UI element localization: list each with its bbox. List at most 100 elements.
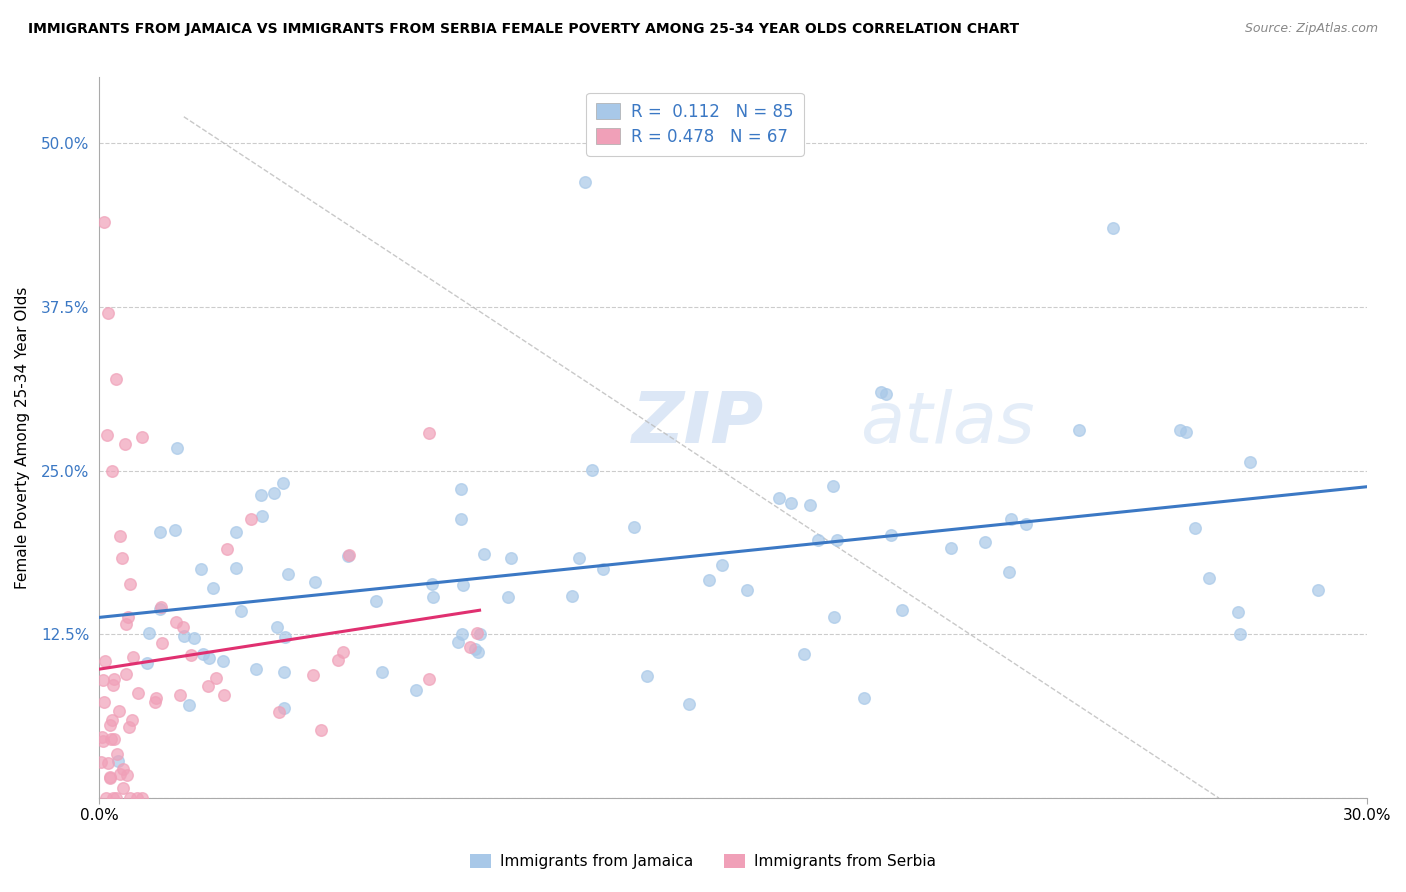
Point (332, 645, 354, 659)
Point (100, 731, 122, 746)
Point (467, 645, 489, 659)
Point (103, 678, 125, 692)
Point (465, 626, 488, 640)
Point (309, 723, 332, 738)
Point (499, 551, 522, 566)
Point (1184, 521, 1206, 535)
Point (875, 387, 897, 401)
Point (420, 577, 443, 591)
Point (418, 425, 440, 440)
Point (239, 512, 262, 526)
Point (111, 550, 134, 565)
Point (104, 791, 127, 805)
Point (250, 488, 273, 502)
Point (94, 791, 117, 805)
Point (183, 631, 205, 645)
Point (422, 590, 444, 604)
Point (165, 615, 187, 629)
Point (636, 669, 658, 683)
Point (145, 691, 167, 706)
Point (191, 647, 214, 661)
Point (131, 791, 153, 805)
Point (405, 683, 427, 698)
Text: atlas: atlas (860, 389, 1035, 458)
Point (98, 770, 121, 784)
Point (229, 603, 252, 617)
Point (271, 475, 294, 490)
Legend: R =  0.112   N = 85, R = 0.478   N = 67: R = 0.112 N = 85, R = 0.478 N = 67 (586, 93, 804, 155)
Point (114, 437, 136, 451)
Point (464, 641, 486, 656)
Point (97, 756, 120, 770)
Point (149, 602, 172, 616)
Point (1175, 425, 1198, 439)
Point (337, 548, 360, 562)
Point (711, 558, 734, 572)
Point (561, 589, 583, 603)
Point (1239, 455, 1261, 469)
Point (458, 640, 481, 654)
Point (623, 520, 645, 534)
Point (107, 704, 129, 718)
Point (793, 648, 815, 662)
Point (697, 573, 720, 587)
Point (108, 766, 131, 780)
Point (870, 384, 893, 399)
Point (107, 755, 129, 769)
Point (93, 214, 115, 228)
Point (304, 575, 326, 590)
Point (110, 529, 132, 543)
Point (418, 672, 440, 686)
Point (273, 701, 295, 715)
Point (197, 679, 219, 693)
Point (131, 430, 153, 444)
Point (825, 533, 848, 547)
Point (121, 714, 143, 728)
Point (735, 583, 758, 598)
Point (98, 718, 121, 732)
Point (190, 561, 212, 575)
Point (173, 629, 195, 643)
Point (127, 686, 149, 700)
Point (166, 442, 188, 456)
Point (806, 533, 828, 548)
Point (121, 649, 143, 664)
Point (366, 593, 388, 607)
Point (1168, 423, 1191, 437)
Point (101, 463, 124, 477)
Point (169, 688, 191, 702)
Point (451, 578, 474, 592)
Point (250, 508, 273, 523)
Point (266, 620, 288, 634)
Point (447, 635, 470, 649)
Point (96, 428, 118, 442)
Point (105, 372, 128, 386)
Point (225, 561, 247, 575)
Point (90, 755, 112, 769)
Point (574, 175, 596, 189)
Point (337, 549, 360, 563)
Point (1229, 627, 1251, 641)
Point (214, 688, 236, 702)
Point (111, 780, 134, 795)
Text: IMMIGRANTS FROM JAMAICA VS IMMIGRANTS FROM SERBIA FEMALE POVERTY AMONG 25-34 YEA: IMMIGRANTS FROM JAMAICA VS IMMIGRANTS FR… (28, 22, 1019, 37)
Point (100, 771, 122, 785)
Point (880, 527, 903, 541)
Point (821, 478, 844, 492)
Point (105, 747, 128, 761)
Point (496, 590, 519, 604)
Point (891, 603, 914, 617)
Point (91, 673, 114, 687)
Legend: Immigrants from Jamaica, Immigrants from Serbia: Immigrants from Jamaica, Immigrants from… (464, 847, 942, 875)
Point (97, 306, 120, 320)
Point (1308, 583, 1330, 598)
Point (274, 630, 297, 644)
Point (94, 654, 117, 668)
Point (117, 610, 139, 624)
Point (212, 654, 235, 668)
Point (172, 620, 194, 634)
Point (939, 541, 962, 556)
Point (120, 791, 142, 805)
Point (1000, 512, 1022, 526)
Point (328, 653, 350, 667)
